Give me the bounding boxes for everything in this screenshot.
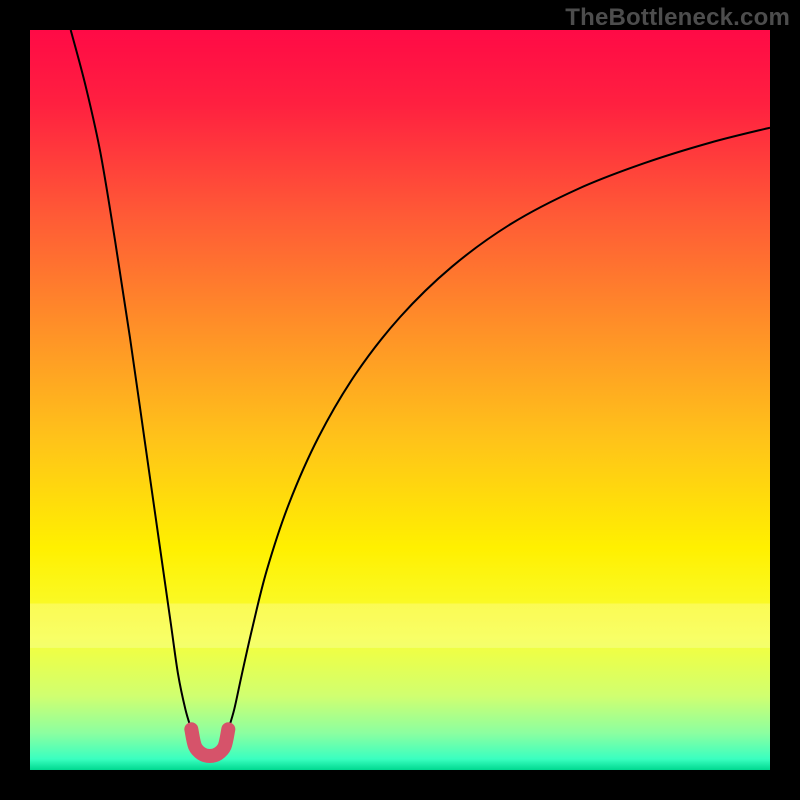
chart-canvas: TheBottleneck.com	[0, 0, 800, 800]
bottleneck-chart-svg	[0, 0, 800, 800]
gradient-plot-area	[30, 30, 770, 770]
watermark-text: TheBottleneck.com	[565, 4, 790, 32]
pale-band-overlay	[30, 604, 770, 648]
